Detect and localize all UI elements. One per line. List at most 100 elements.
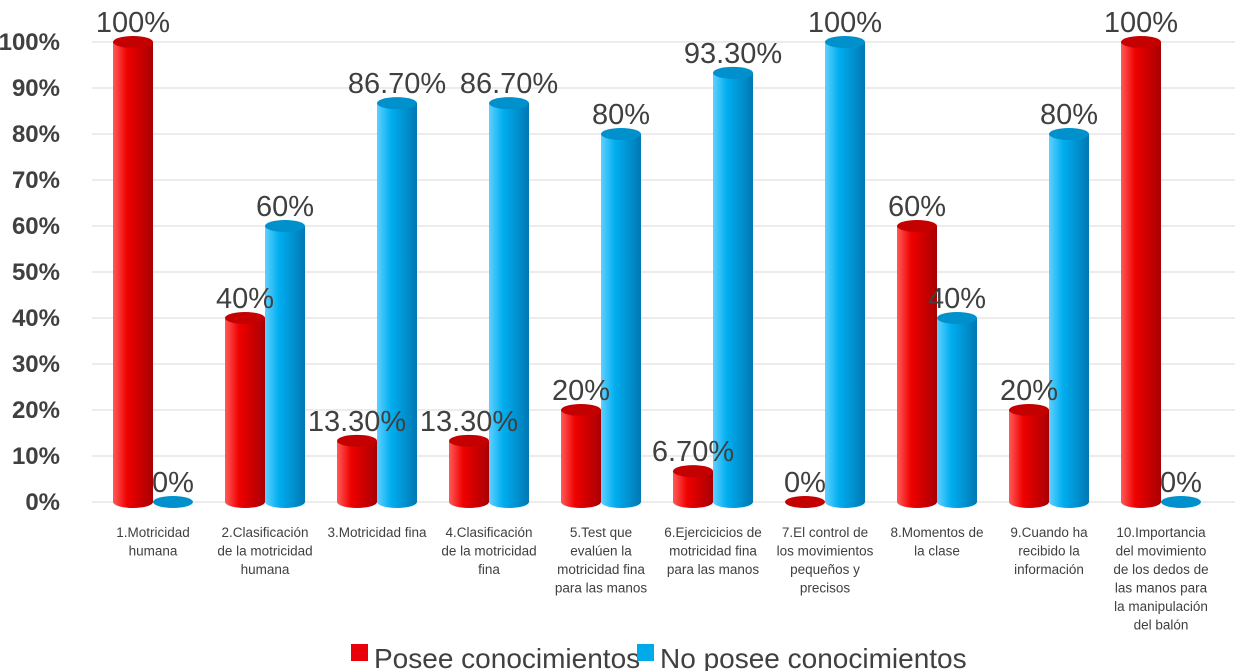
bar-body xyxy=(1049,134,1089,508)
data-label: 80% xyxy=(1040,99,1098,131)
y-tick-label: 20% xyxy=(12,397,60,424)
y-tick-label: 40% xyxy=(12,305,60,332)
y-tick-label: 60% xyxy=(12,213,60,240)
data-label: 86.70% xyxy=(460,68,558,100)
data-label: 100% xyxy=(96,7,170,39)
bar xyxy=(561,404,601,508)
bar xyxy=(713,66,753,508)
bar-body xyxy=(825,42,865,508)
bars xyxy=(113,36,1201,509)
data-label: 93.30% xyxy=(684,38,782,70)
data-label: 40% xyxy=(216,283,274,315)
y-tick-label: 90% xyxy=(12,75,60,102)
y-tick-label: 100% xyxy=(0,29,60,56)
category-label: 8.Momentos de la clase xyxy=(890,525,983,559)
bar-body xyxy=(489,103,529,509)
bar xyxy=(1161,496,1201,508)
bar-body xyxy=(337,440,377,508)
category-label: 4.Clasificación de la motricidad fina xyxy=(441,525,536,577)
bar-top xyxy=(825,36,865,48)
bar-top xyxy=(489,97,529,110)
data-label: 13.30% xyxy=(420,406,518,438)
bar-body xyxy=(713,72,753,508)
bar-body xyxy=(673,471,713,508)
bar xyxy=(1049,128,1089,508)
category-label: 10.Importancia del movimiento de los dedos… xyxy=(1113,525,1208,633)
category-label: 7.El control de los movimientos pequeños y… xyxy=(777,525,874,596)
bar xyxy=(265,220,305,508)
data-label: 6.70% xyxy=(652,436,734,468)
bar xyxy=(897,220,937,508)
bar xyxy=(1121,36,1161,508)
data-label: 0% xyxy=(1160,467,1202,499)
category-label: 1.Motricidad humana xyxy=(116,525,190,559)
bar-top xyxy=(561,404,601,416)
bar-top xyxy=(1161,496,1201,508)
category-label: 3.Motricidad fina xyxy=(327,525,427,540)
data-label: 100% xyxy=(1104,7,1178,39)
data-label: 20% xyxy=(1000,375,1058,407)
bar-body xyxy=(449,440,489,508)
bar-top xyxy=(113,36,153,48)
bar xyxy=(113,36,153,508)
y-tick-label: 80% xyxy=(12,121,60,148)
category-label: 2.Clasificación de la motricidad humana xyxy=(217,525,312,577)
bar xyxy=(377,97,417,509)
bar xyxy=(225,312,265,508)
y-axis: 0% 10% 20% 30% 40% 50% 60% 70% 80% 90% 100% xyxy=(0,29,60,516)
bar-top xyxy=(601,128,641,140)
bar-body xyxy=(561,410,601,508)
bar-top xyxy=(449,434,489,447)
bar-top xyxy=(897,220,937,232)
legend-swatch-posee xyxy=(351,644,368,661)
bar-top xyxy=(1009,404,1049,416)
bar-body xyxy=(265,226,305,508)
data-label: 60% xyxy=(256,191,314,223)
data-label: 0% xyxy=(784,467,826,499)
bar xyxy=(153,496,193,508)
data-label: 86.70% xyxy=(348,68,446,100)
bar xyxy=(825,36,865,508)
y-tick-label: 30% xyxy=(12,351,60,378)
bar-body xyxy=(601,134,641,508)
bar-body xyxy=(1121,42,1161,508)
legend: Posee conocimientos No posee conocimient… xyxy=(351,643,967,671)
bar xyxy=(937,312,977,508)
bar-top xyxy=(937,312,977,324)
bar-top xyxy=(713,66,753,79)
bar-top xyxy=(785,496,825,508)
data-label: 40% xyxy=(928,283,986,315)
bar-top xyxy=(1121,36,1161,48)
bar xyxy=(673,465,713,508)
bar-top xyxy=(1049,128,1089,140)
bar-body xyxy=(113,42,153,508)
category-label: 9.Cuando ha recibido la información xyxy=(1010,525,1088,577)
bar-top xyxy=(337,434,377,447)
bar-top xyxy=(673,465,713,478)
bar xyxy=(449,434,489,508)
bar-top xyxy=(153,496,193,508)
bar-body xyxy=(937,318,977,508)
data-label: 20% xyxy=(552,375,610,407)
bar-body xyxy=(897,226,937,508)
y-tick-label: 70% xyxy=(12,167,60,194)
bar-top xyxy=(265,220,305,232)
data-label: 0% xyxy=(152,467,194,499)
bar xyxy=(337,434,377,508)
bar xyxy=(601,128,641,508)
legend-label-no-posee: No posee conocimientos xyxy=(660,643,967,671)
legend-swatch-no-posee xyxy=(637,644,654,661)
data-label: 80% xyxy=(592,99,650,131)
bar-top xyxy=(225,312,265,324)
category-label: 5.Test que evalúen la motricidad fina para … xyxy=(555,525,648,596)
data-label: 100% xyxy=(808,7,882,39)
bar xyxy=(785,496,825,508)
y-tick-label: 10% xyxy=(12,443,60,470)
data-labels: 100% 40% 13.30% 13.30% 20% 6.70% 0% 60% 20% 100% 0… xyxy=(96,7,1202,499)
legend-label-posee: Posee conocimientos xyxy=(374,643,640,671)
bar-body xyxy=(1009,410,1049,508)
bar-body xyxy=(225,318,265,508)
bar-body xyxy=(377,103,417,509)
x-axis-categories: 1.Motricidad humana 2.Clasificación de la m… xyxy=(116,525,1208,633)
